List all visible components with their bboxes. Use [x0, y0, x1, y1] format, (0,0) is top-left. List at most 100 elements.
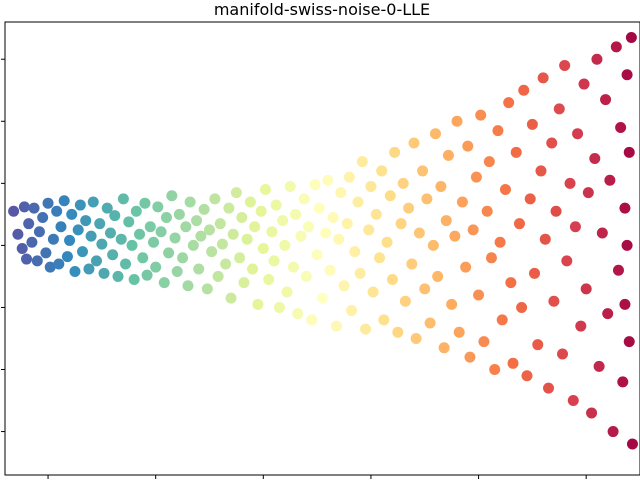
scatter-point [268, 255, 280, 267]
scatter-point [421, 193, 433, 205]
scatter-point [397, 177, 409, 189]
scatter-point [160, 211, 172, 223]
scatter-point [230, 187, 242, 199]
scatter-point [464, 351, 476, 363]
scatter-point [98, 267, 110, 279]
scatter-point [303, 221, 315, 233]
scatter-point [177, 252, 189, 264]
scatter-point [408, 137, 420, 149]
axis-ticks [1, 58, 587, 479]
scatter-point [449, 230, 461, 242]
scatter-point [206, 246, 218, 258]
scatter-point [123, 216, 135, 228]
scatter-point [550, 205, 562, 217]
scatter-point [141, 269, 153, 281]
scatter-point [572, 128, 584, 140]
scatter-point [621, 69, 633, 81]
scatter-point [446, 298, 458, 310]
scatter-point [470, 171, 482, 183]
scatter-point [241, 233, 253, 245]
scatter-point [184, 196, 196, 208]
scatter-point [128, 274, 140, 286]
scatter-point [137, 252, 149, 264]
scatter-point [343, 171, 355, 183]
scatter-point [76, 246, 88, 258]
scatter-point [201, 283, 213, 295]
scatter-point [478, 336, 490, 348]
scatter-point [483, 156, 495, 168]
scatter-point [55, 221, 67, 233]
scatter-point [363, 224, 375, 236]
scatter-point [169, 232, 181, 244]
scatter-point [198, 203, 210, 215]
scatter-point [220, 258, 232, 270]
scatter-point [505, 277, 517, 289]
scatter-point [252, 298, 264, 310]
scatter-point [424, 317, 436, 329]
scatter-point [87, 196, 99, 208]
scatter-point [61, 251, 73, 263]
scatter-point [623, 336, 635, 348]
data-points [8, 32, 638, 450]
scatter-point [384, 190, 396, 202]
scatter-point [586, 407, 598, 419]
scatter-point [209, 193, 221, 205]
scatter-point [134, 228, 146, 240]
scatter-point [521, 370, 533, 382]
scatter-point [83, 263, 95, 275]
scatter-point [333, 233, 345, 245]
scatter-point [537, 72, 549, 84]
scatter-point [617, 376, 629, 388]
scatter-point [427, 239, 439, 251]
scatter-point [37, 211, 49, 223]
scatter-point [612, 264, 624, 276]
scatter-point [513, 218, 525, 230]
scatter-point [475, 109, 487, 121]
scatter-point [257, 243, 269, 254]
scatter-point [281, 286, 293, 298]
scatter-point [352, 196, 364, 208]
scatter-point [212, 270, 224, 282]
scatter-point [546, 137, 558, 149]
scatter-point [80, 215, 92, 227]
scatter-point [150, 261, 162, 273]
scatter-point [492, 125, 504, 137]
scatter-point [349, 246, 361, 258]
scatter-point [158, 277, 170, 289]
scatter-point [403, 202, 415, 214]
scatter-point [516, 301, 528, 313]
scatter-point [225, 292, 237, 304]
scatter-point [356, 156, 368, 168]
scatter-point [346, 305, 358, 317]
scatter-point [503, 97, 515, 109]
scatter-point [120, 258, 132, 270]
scatter-point [33, 226, 45, 238]
scatter-point [417, 165, 429, 177]
scatter-point [317, 292, 328, 304]
scatter-point [298, 193, 310, 205]
scatter-point [456, 196, 468, 208]
scatter-point [413, 227, 425, 239]
scatter-point [543, 382, 555, 394]
scatter-point [227, 228, 239, 240]
scatter-point [324, 264, 336, 276]
scatter-point [395, 218, 407, 230]
scatter-point [578, 78, 590, 90]
scatter-point [23, 218, 35, 230]
scatter-point [485, 252, 497, 264]
scatter-point [64, 234, 76, 246]
scatter-point [365, 180, 377, 192]
scatter-point [619, 298, 631, 310]
scatter-point [596, 227, 608, 239]
scatter-point [112, 270, 124, 282]
scatter-point [330, 320, 342, 332]
scatter-point [467, 224, 479, 236]
scatter-point [354, 267, 366, 279]
scatter-point [152, 201, 164, 213]
scatter-point [195, 230, 207, 242]
scatter-point [266, 226, 278, 238]
scatter-point [524, 193, 536, 205]
scatter-point [580, 283, 592, 295]
scatter-point [101, 202, 113, 214]
scatter-point [360, 323, 372, 335]
